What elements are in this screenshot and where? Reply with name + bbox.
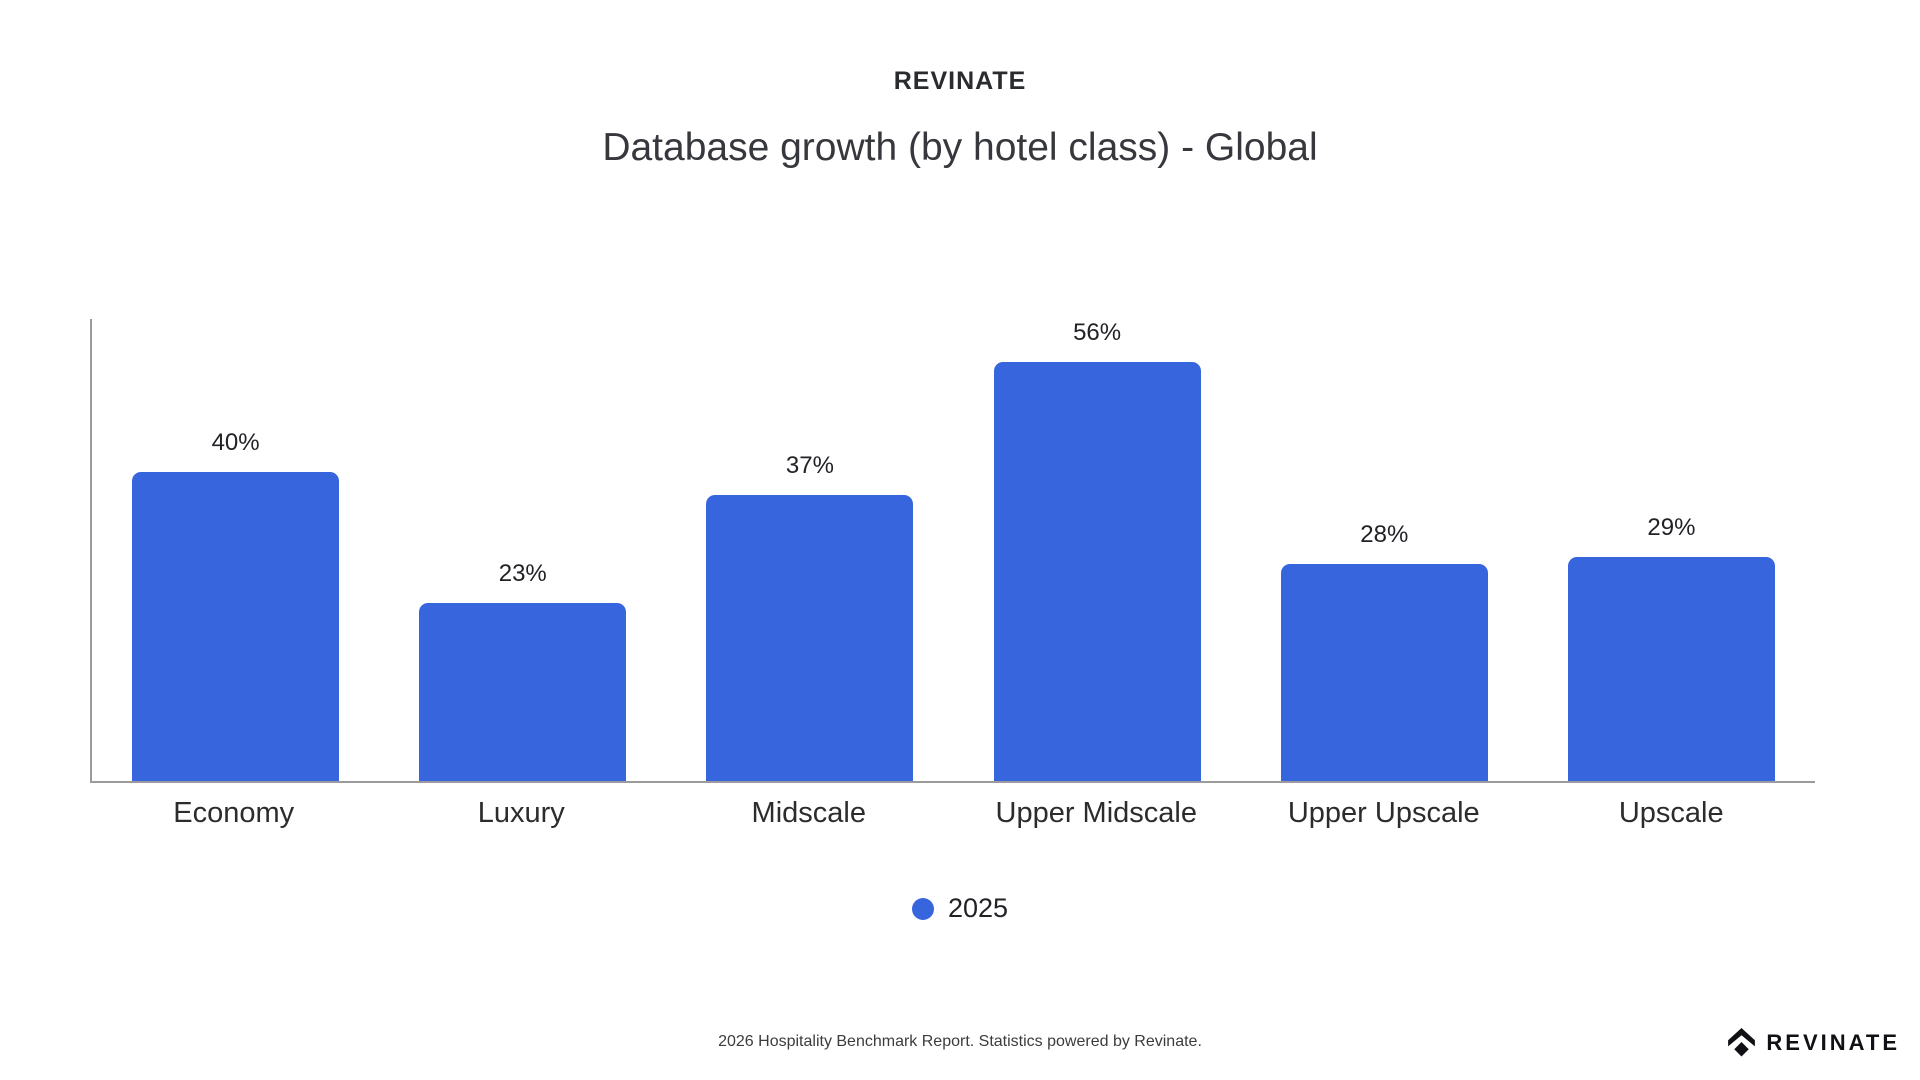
revinate-diamond-arrow-icon <box>1727 1028 1756 1057</box>
bar-slot: 37% <box>666 319 953 781</box>
legend-series-label: 2025 <box>947 893 1009 923</box>
bar-upper-midscale <box>993 362 1201 781</box>
bar-upper-upscale <box>1280 564 1488 781</box>
bar-value-label: 23% <box>498 560 547 587</box>
bar-slot: 23% <box>379 319 666 781</box>
category-label: Upper Midscale <box>995 797 1197 829</box>
bar-upscale <box>1567 557 1775 781</box>
bar-value-label: 40% <box>211 429 260 456</box>
category-label: Upper Upscale <box>1287 797 1480 829</box>
plot-area: 40% 23% 37% 56% 28% 29% <box>90 319 1815 783</box>
footer-attribution: 2026 Hospitality Benchmark Report. Stati… <box>718 1033 1202 1050</box>
bar-value-label: 29% <box>1647 514 1696 541</box>
brand-eyebrow: REVINATE <box>893 67 1027 95</box>
bar-value-label: 28% <box>1360 521 1409 548</box>
bar-slot: 56% <box>954 319 1241 781</box>
chart-legend: 2025 <box>0 893 1920 924</box>
category-label: Economy <box>173 797 295 829</box>
bar-value-label: 56% <box>1073 319 1122 346</box>
category-labels-row: Economy Luxury Midscale Upper Midscale Upper… <box>90 797 1815 830</box>
bar-midscale <box>706 495 914 781</box>
brand-logo-text: REVINATE <box>1766 1029 1900 1055</box>
chart-title: Database growth (by hotel class) - Globa… <box>602 126 1318 169</box>
bar-luxury <box>419 603 627 781</box>
bar-value-label: 37% <box>785 452 834 479</box>
bar-economy <box>132 472 340 781</box>
legend-dot-icon <box>911 897 934 920</box>
category-label: Luxury <box>477 797 565 829</box>
bar-slot: 40% <box>92 319 379 781</box>
category-label: Midscale <box>751 797 866 829</box>
brand-logo: REVINATE <box>1727 1028 1900 1057</box>
bar-slot: 29% <box>1528 319 1815 781</box>
bar-slot: 28% <box>1241 319 1528 781</box>
category-label: Upscale <box>1618 797 1724 829</box>
